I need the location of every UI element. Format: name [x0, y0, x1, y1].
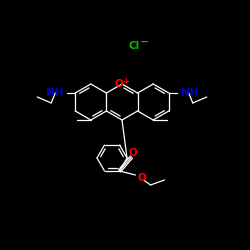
- Text: Cl: Cl: [128, 41, 140, 51]
- Text: NH: NH: [46, 88, 63, 98]
- Text: O: O: [128, 148, 137, 158]
- Text: O: O: [137, 173, 146, 183]
- Text: NH: NH: [181, 88, 198, 98]
- Text: +: +: [122, 76, 130, 86]
- Text: O: O: [114, 79, 124, 89]
- Text: −: −: [140, 37, 150, 47]
